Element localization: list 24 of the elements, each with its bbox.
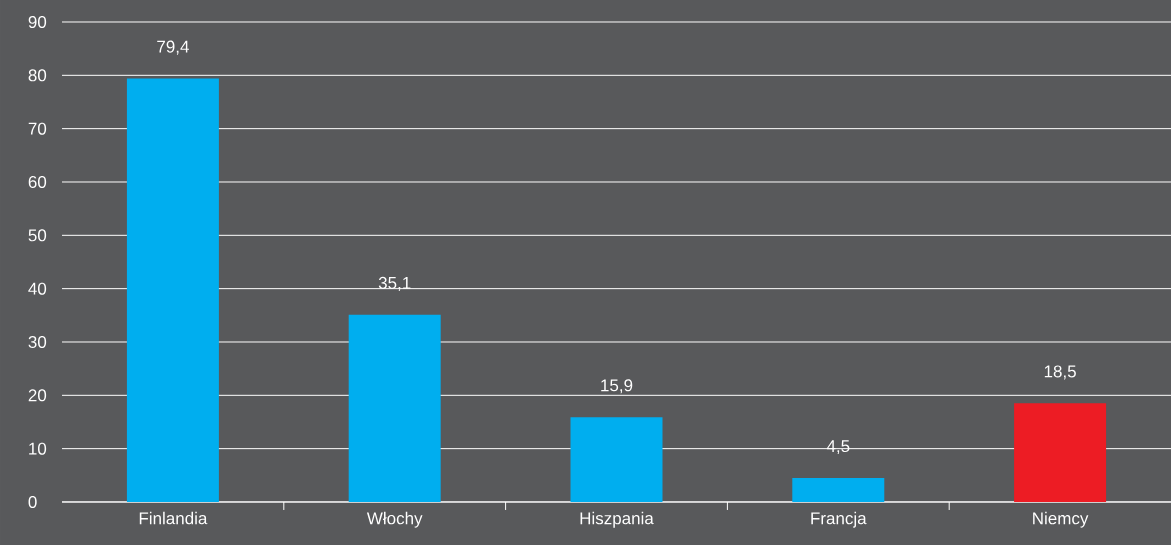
y-tick-label: 60 bbox=[28, 175, 47, 189]
bar bbox=[1014, 403, 1107, 502]
bar bbox=[570, 417, 663, 502]
y-tick-label: 0 bbox=[28, 495, 37, 509]
bar bbox=[792, 477, 885, 502]
bar bbox=[348, 314, 441, 502]
x-tick-label: Hiszpania bbox=[580, 511, 654, 528]
x-tick-label: Finlandia bbox=[139, 511, 208, 525]
y-tick-label: 80 bbox=[28, 69, 47, 82]
y-tick-label: 30 bbox=[28, 335, 47, 349]
bar bbox=[126, 78, 219, 502]
data-label: 18,5 bbox=[1044, 365, 1076, 380]
y-tick-label: 10 bbox=[29, 442, 47, 455]
x-tick-label: Niemcy bbox=[1033, 511, 1089, 528]
data-label: 35,1 bbox=[378, 276, 411, 291]
y-tick-label: 70 bbox=[28, 122, 47, 135]
y-tick-label: 50 bbox=[28, 229, 47, 242]
y-tick-label: 20 bbox=[28, 389, 47, 402]
x-tick-label: Włochy bbox=[366, 511, 423, 528]
y-tick-label: 90 bbox=[28, 15, 47, 29]
data-label: 79,4 bbox=[157, 40, 189, 55]
data-label: 15,9 bbox=[601, 379, 633, 394]
x-tick-label: Francja bbox=[811, 511, 867, 528]
y-tick-label: 40 bbox=[28, 282, 47, 295]
